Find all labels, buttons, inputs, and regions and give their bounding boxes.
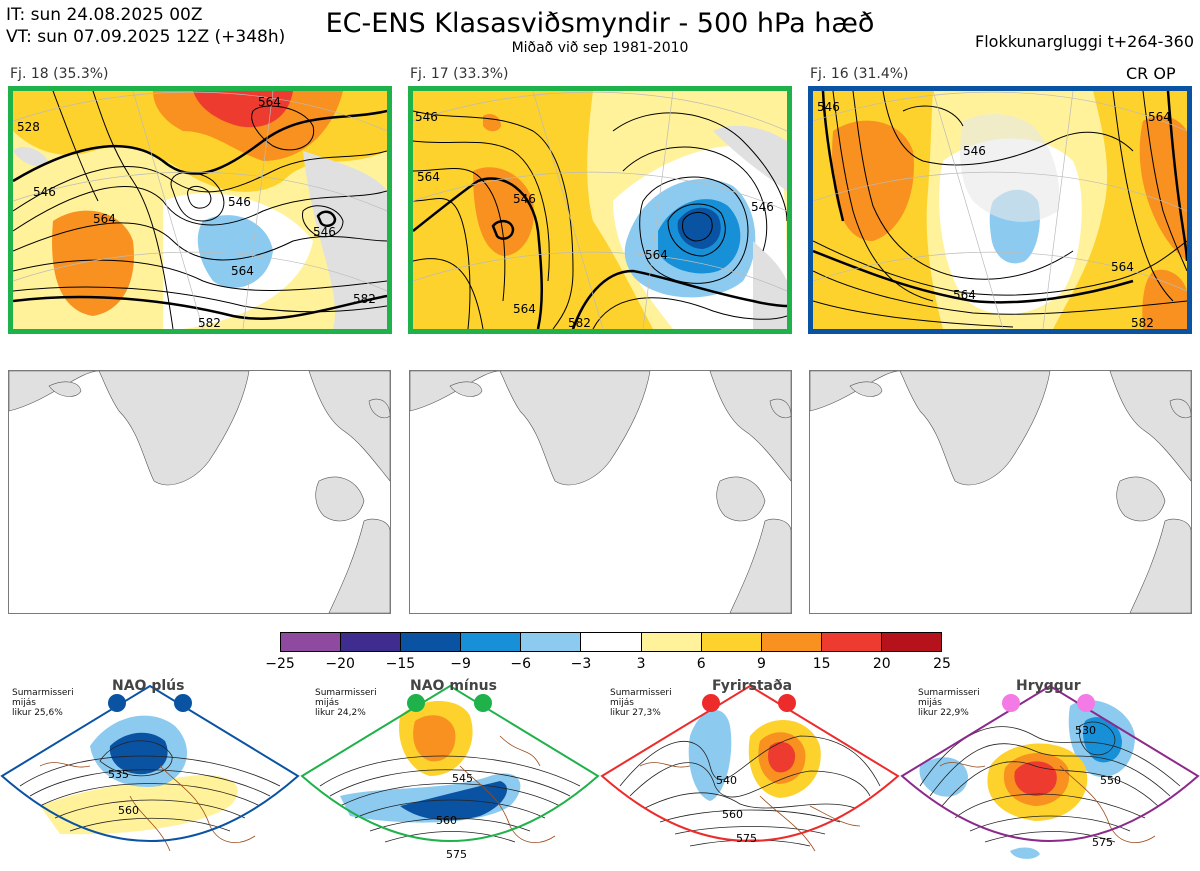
regime-contour-label: 540 — [716, 774, 737, 787]
classification-window: Flokkunargluggi t+264-360 — [975, 32, 1194, 51]
legend-swatch — [401, 633, 462, 651]
contour-label: 564 — [258, 95, 281, 109]
regime-contour-label: 560 — [722, 808, 743, 821]
contour-label: 546 — [415, 110, 438, 124]
legend-tick-label: 6 — [696, 656, 706, 672]
cluster-1-label: Fj. 18 (35.3%) — [10, 66, 109, 82]
regime-contour-label: 575 — [1092, 836, 1113, 849]
legend-tick-label: −6 — [510, 656, 532, 672]
legend-swatch — [641, 633, 702, 651]
base-map-1 — [8, 370, 391, 614]
contour-label: 564 — [231, 264, 254, 278]
legend-swatch — [521, 633, 582, 651]
regime-note: Sumarmisseri mijás likur 22,9% — [918, 688, 980, 718]
regime-blocking: 540 560 575 Fyrirstaða Sumarmisseri mijás… — [600, 676, 900, 871]
regime-note: Sumarmisseri mijás likur 24,2% — [315, 688, 377, 718]
legend-tick-label: 3 — [636, 656, 646, 672]
contour-label: 546 — [228, 195, 251, 209]
legend-swatch — [341, 633, 402, 651]
legend-swatch — [821, 633, 882, 651]
valid-time: VT: sun 07.09.2025 12Z (+348h) — [6, 27, 286, 47]
contour-label: 582 — [353, 292, 376, 306]
regime-contour-label: 530 — [1075, 724, 1096, 737]
legend-tick-label: 9 — [756, 656, 766, 672]
cluster-3-tag: CR OP — [1126, 64, 1176, 83]
regime-note: Sumarmisseri mijás likur 27,3% — [610, 688, 672, 718]
cluster-1-map[interactable]: 528 546 564 564 546 546 564 582 582 — [8, 86, 392, 334]
page-subtitle: Miðað við sep 1981-2010 — [511, 40, 689, 56]
legend-tick-label: 20 — [872, 656, 891, 672]
regime-nao-minus: 545 560 575 NAO mínus Sumarmisseri mijás l… — [300, 676, 600, 871]
base-map-2 — [409, 370, 792, 614]
contour-label: 564 — [1111, 260, 1134, 274]
legend-tick-label: 15 — [812, 656, 831, 672]
cluster-3-label: Fj. 16 (31.4%) — [810, 66, 909, 82]
contour-label: 564 — [513, 302, 536, 316]
regime-title: NAO mínus — [410, 678, 497, 694]
legend-swatch — [461, 633, 522, 651]
legend-tick-label: −20 — [325, 656, 355, 672]
regime-contour-label: 560 — [436, 814, 457, 827]
contour-label: 564 — [645, 248, 668, 262]
cluster-3-map[interactable]: 546 546 564 564 564 582 — [808, 86, 1192, 334]
regime-ridge: 530 550 575 Hryggur Sumarmisseri mijás lik… — [900, 676, 1200, 871]
contour-label: 546 — [817, 100, 840, 114]
contour-label: 564 — [417, 170, 440, 184]
regime-contour-label: 545 — [452, 772, 473, 785]
regime-title: Hryggur — [1016, 678, 1081, 694]
contour-label: 582 — [568, 316, 591, 329]
legend-tick-label: −3 — [570, 656, 592, 672]
cluster-2-map[interactable]: 546 564 546 564 546 564 582 — [408, 86, 792, 334]
legend-swatch — [701, 633, 762, 651]
legend-tick-label: −25 — [265, 656, 295, 672]
regime-contour-label: 560 — [118, 804, 139, 817]
regime-contour-label: 550 — [1100, 774, 1121, 787]
legend-swatch — [581, 633, 642, 651]
base-map-3 — [809, 370, 1192, 614]
regime-nao-plus: 535 560 NAO plús Sumarmisseri mijás likur … — [0, 676, 300, 871]
regime-contour-label: 575 — [736, 832, 757, 845]
contour-label: 546 — [963, 144, 986, 158]
contour-label: 546 — [513, 192, 536, 206]
contour-label: 546 — [751, 200, 774, 214]
contour-label: 564 — [953, 288, 976, 302]
legend-tick-label: 25 — [933, 656, 951, 672]
page-title: EC-ENS Klasasviðsmyndir - 500 hPa hæð — [325, 8, 875, 39]
contour-label: 582 — [1131, 316, 1154, 329]
contour-label: 528 — [17, 120, 40, 134]
regime-title: NAO plús — [112, 678, 185, 694]
contour-label: 546 — [313, 225, 336, 239]
contour-label: 564 — [93, 212, 116, 226]
anomaly-color-legend — [280, 632, 942, 652]
contour-label: 582 — [198, 316, 221, 329]
legend-swatch — [761, 633, 822, 651]
regime-title: Fyrirstaða — [712, 678, 793, 694]
legend-tick-label: −15 — [385, 656, 416, 672]
legend-swatch — [281, 633, 342, 651]
contour-label: 564 — [1148, 110, 1171, 124]
regime-contour-label: 535 — [108, 768, 129, 781]
init-time: IT: sun 24.08.2025 00Z — [6, 5, 203, 25]
legend-tick-label: −9 — [450, 656, 471, 672]
cluster-2-label: Fj. 17 (33.3%) — [410, 66, 509, 82]
regime-contour-label: 575 — [446, 848, 467, 861]
regime-note: Sumarmisseri mijás likur 25,6% — [12, 688, 74, 718]
legend-swatch — [881, 633, 942, 651]
run-times: IT: sun 24.08.2025 00Z VT: sun 07.09.202… — [6, 4, 285, 48]
contour-label: 546 — [33, 185, 56, 199]
